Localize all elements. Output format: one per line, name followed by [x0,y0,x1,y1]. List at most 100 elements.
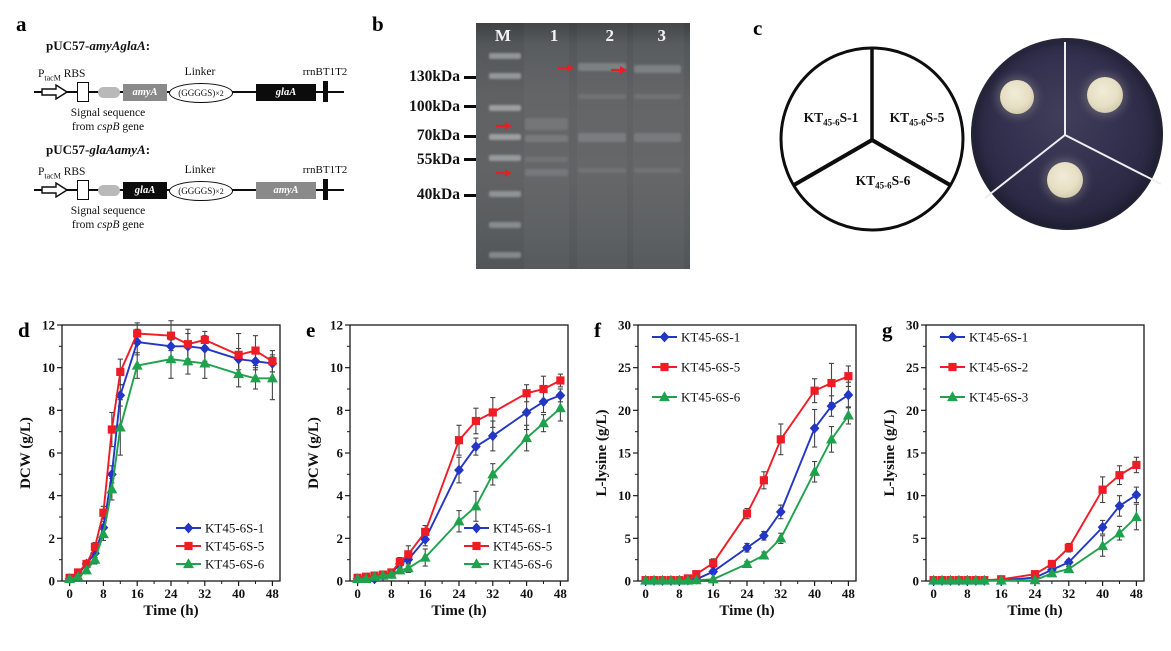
linker-label: Linker [184,164,216,176]
svg-text:0: 0 [930,586,937,601]
gene-box-amyA: amyA [123,84,167,101]
signal-sequence-label: Signal sequence from cspB gene [70,205,146,232]
construct1-title: pUC57-amyAglaA: [46,38,151,53]
svg-text:10: 10 [906,488,919,503]
svg-text:40: 40 [520,586,533,601]
legend-entry-KT45-6S-6: KT45-6S-6 [652,390,741,405]
colony-3 [1047,162,1083,198]
svg-text:KT45-6S-1: KT45-6S-1 [493,521,552,536]
protein-band [577,168,626,174]
legend-entry-KT45-6S-5: KT45-6S-5 [652,360,740,375]
svg-text:L-lysine (g/L): L-lysine (g/L) [594,409,610,496]
svg-text:2: 2 [337,531,344,546]
svg-text:24: 24 [1029,586,1043,601]
svg-text:10: 10 [330,360,343,375]
svg-text:12: 12 [42,318,55,333]
plate-divider-lines [984,42,1162,199]
chart-d: d 0 8 16 24 32 40 48 0 2 4 6 8 10 12 Time (h) DCW (g/L)… [18,308,311,649]
marker-band [488,105,521,112]
svg-text:10: 10 [42,360,55,375]
svg-text:24: 24 [741,586,755,601]
svg-text:30: 30 [906,318,919,333]
svg-text:48: 48 [554,586,568,601]
gel-lane-column [577,23,627,269]
colony-1 [1000,80,1034,114]
protein-band [577,133,626,142]
terminator-label: rrnBT1T2 [302,66,348,78]
red-arrow-icon [558,64,575,73]
svg-text:32: 32 [198,586,211,601]
linker-label: Linker [184,66,216,78]
protein-band [525,156,569,163]
marker-band [488,251,521,258]
protein-band [634,65,682,74]
promoter-rbs-label: PtacM RBS [38,68,86,83]
svg-text:6: 6 [49,446,56,461]
svg-text:25: 25 [618,360,632,375]
gene-box-glaA: glaA [256,84,316,101]
svg-text:12: 12 [330,318,343,333]
svg-text:L-lysine (g/L): L-lysine (g/L) [882,409,898,496]
sector-label-5: KT45-6S-5 [889,110,945,128]
mw-label-130kDa: 130kDa [409,67,476,87]
svg-text:24: 24 [453,586,467,601]
legend-entry-KT45-6S-5: KT45-6S-5 [176,539,264,554]
svg-text:20: 20 [618,403,631,418]
panel-c: c KT45-6S-1 KT45-6S-5 KT45-6S-6 [745,14,1171,246]
svg-text:48: 48 [1130,586,1144,601]
construct2-title: pUC57-glaAamyA: [46,142,151,157]
svg-text:25: 25 [906,360,920,375]
terminator-bar [323,81,328,102]
red-arrow-icon [496,122,513,131]
svg-text:32: 32 [774,586,787,601]
svg-text:KT45-6S-5: KT45-6S-5 [205,539,264,554]
svg-text:8: 8 [100,586,107,601]
marker-band [488,154,521,161]
svg-text:24: 24 [165,586,179,601]
protein-band [634,168,682,174]
marker-band [488,73,521,80]
construct2-diagram: glaA (GGGGS) ×2 amyA PtacM RBS Linker rrn… [34,158,347,248]
terminator-bar [323,179,328,200]
legend-entry-KT45-6S-3: KT45-6S-3 [940,390,1028,405]
red-arrow-icon [610,66,627,75]
svg-text:KT45-6S-6: KT45-6S-6 [493,557,553,572]
chart-g-plot: 0 8 16 24 32 40 48 0 5 10 15 20 25 30 Time (h) L-lysine… [882,318,1145,619]
svg-text:15: 15 [906,446,920,461]
svg-text:5: 5 [913,531,920,546]
svg-text:32: 32 [486,586,499,601]
svg-text:Time (h): Time (h) [143,603,198,619]
svg-text:0: 0 [354,586,361,601]
svg-text:8: 8 [337,403,344,418]
lane-label-2: 2 [605,26,615,45]
promoter-arrow-icon [41,84,68,100]
linker-ellipse: (GGGGS) ×2 [169,181,233,201]
svg-text:48: 48 [266,586,280,601]
marker-band [488,190,521,197]
panel-a-letter: a [16,12,27,36]
sector-label-1: KT45-6S-1 [803,110,859,128]
rbs-box [77,82,89,102]
chart-e: e 0 8 16 24 32 40 48 0 2 4 6 8 10 12 Time (h) DCW (g/L)… [306,308,599,649]
mw-label-70kDa: 70kDa [417,126,476,146]
svg-text:40: 40 [1096,586,1109,601]
svg-text:Time (h): Time (h) [719,603,774,619]
svg-text:KT45-6S-5: KT45-6S-5 [493,539,552,554]
terminator-label: rrnBT1T2 [302,164,348,176]
chart-f: f 0 8 16 24 32 40 48 0 5 10 15 20 25 30 Time (h) L-lysi… [594,308,887,649]
mw-tick [464,134,476,138]
sector-label-6: KT45-6S-6 [855,173,911,191]
svg-text:48: 48 [842,586,856,601]
svg-text:KT45-6S-5: KT45-6S-5 [681,360,740,375]
signal-sequence-pill [98,185,120,196]
svg-text:0: 0 [337,574,344,589]
protein-band [634,133,682,142]
mw-tick [464,193,476,197]
mw-tick [464,158,476,162]
svg-text:DCW (g/L): DCW (g/L) [306,417,322,489]
colony-2 [1087,77,1123,113]
svg-text:10: 10 [618,488,631,503]
signal-sequence-label: Signal sequence from cspB gene [70,107,146,134]
